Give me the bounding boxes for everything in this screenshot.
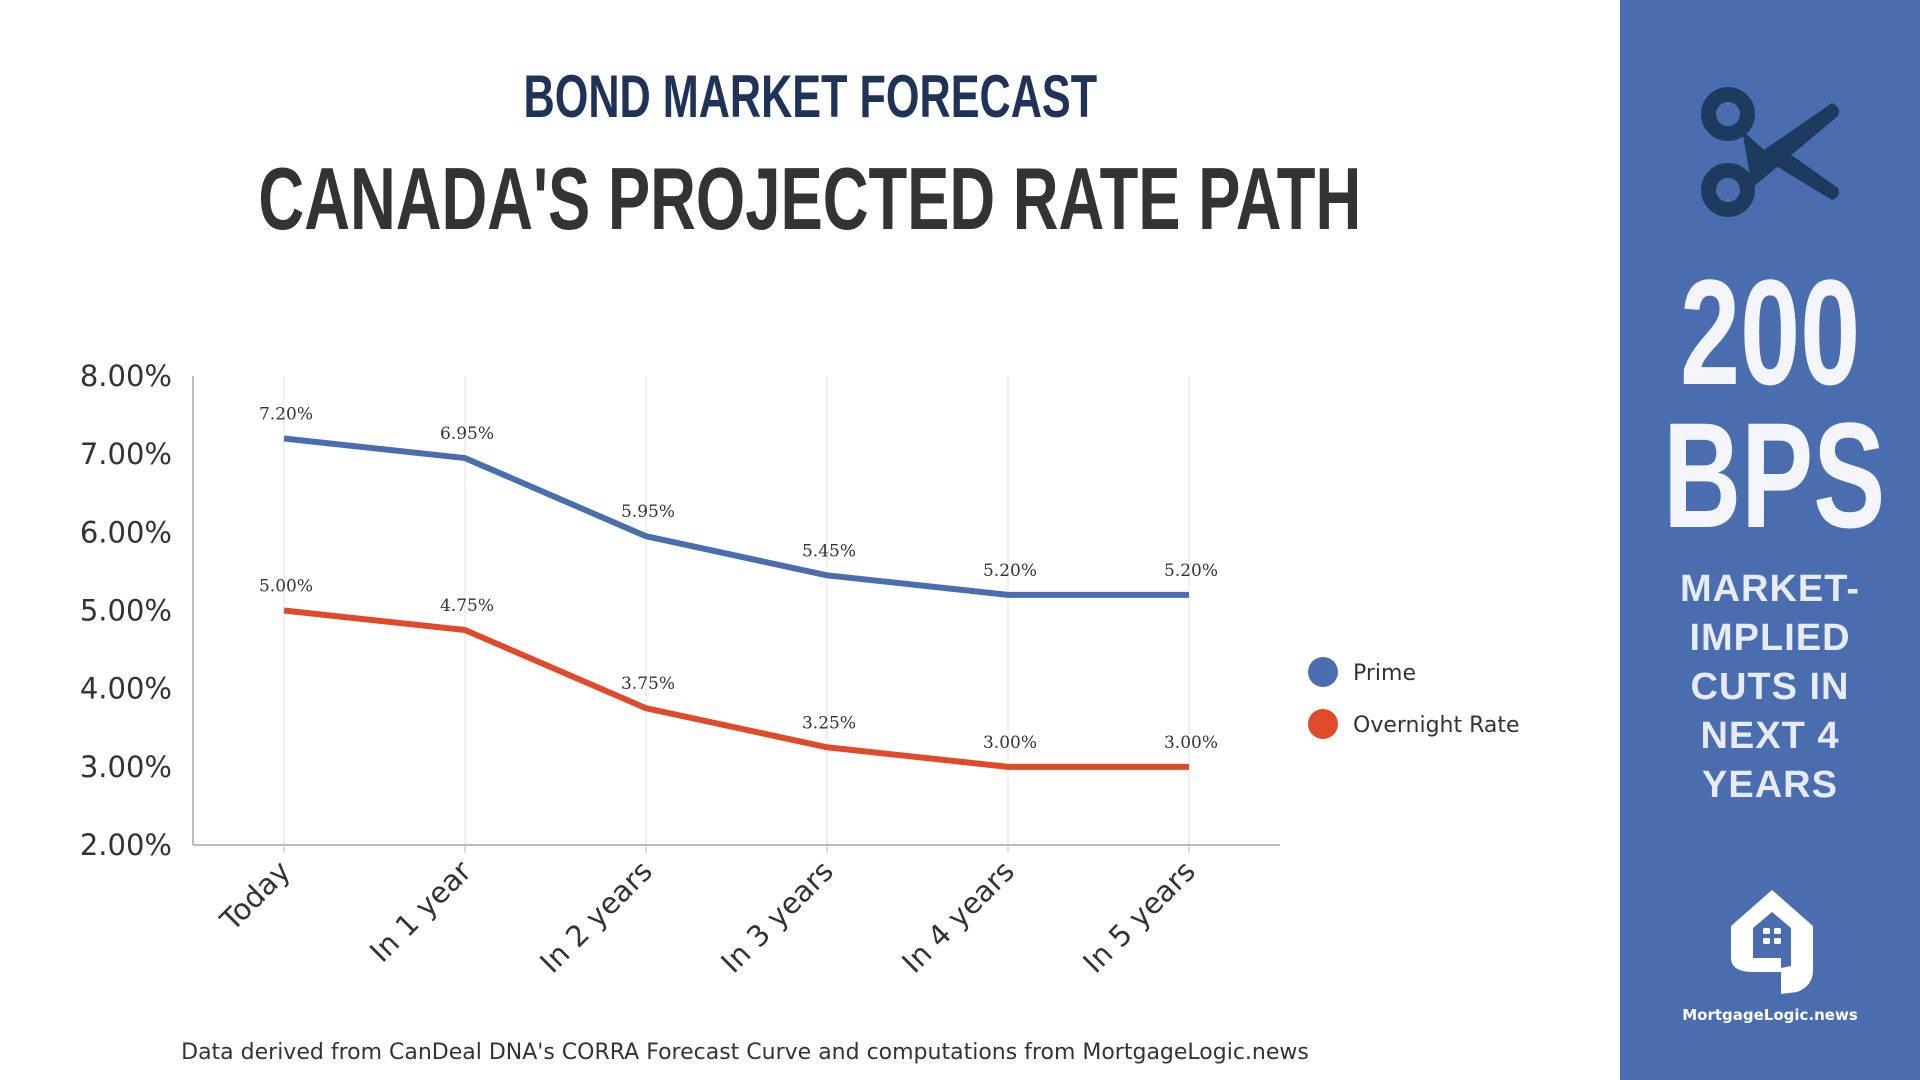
legend-label: Prime: [1353, 661, 1416, 686]
logo-text: MortgageLogic.news: [1682, 1006, 1858, 1024]
house-logo-icon: [1731, 890, 1813, 994]
big-number: 200: [1679, 248, 1861, 416]
y-tick-label: 2.00%: [80, 828, 172, 862]
scissors-icon: [1701, 87, 1840, 217]
y-tick-label: 4.00%: [80, 672, 172, 706]
data-label: 4.75%: [440, 596, 494, 616]
caption-line: YEARS: [1702, 764, 1838, 806]
legend-label: Overnight Rate: [1353, 713, 1520, 738]
series-line-overnight-rate: [283, 607, 1189, 770]
caption-line: MARKET-: [1679, 568, 1861, 610]
data-label: 5.95%: [621, 502, 675, 522]
x-tick-label: In 5 years: [1076, 854, 1202, 980]
y-tick-label: 5.00%: [80, 594, 172, 628]
data-label: 3.75%: [621, 674, 675, 694]
legend-marker: [1308, 709, 1338, 739]
caption-line: NEXT 4: [1700, 715, 1840, 757]
big-unit: BPS: [1663, 391, 1886, 559]
data-label: 3.25%: [802, 713, 856, 733]
series-line-prime: [283, 435, 1189, 598]
x-tick-label: In 1 year: [363, 854, 478, 969]
kicker-text: BOND MARKET FORECAST: [523, 63, 1097, 130]
y-tick-label: 6.00%: [80, 515, 172, 549]
y-tick-label: 7.00%: [80, 437, 172, 471]
chart-kicker: BOND MARKET FORECAST: [0, 62, 1620, 131]
data-label: 5.00%: [259, 577, 313, 597]
y-tick-label: 8.00%: [80, 359, 172, 393]
data-label: 7.20%: [259, 405, 313, 425]
source-note: Data derived from CanDeal DNA's CORRA Fo…: [181, 1040, 1309, 1065]
chart-title: CANADA'S PROJECTED RATE PATH: [0, 148, 1620, 250]
sidebar-panel: 200 BPS MARKET- IMPLIED CUTS IN NEXT 4 Y…: [1620, 0, 1920, 1080]
data-label: 5.20%: [983, 561, 1037, 581]
data-label: 3.00%: [983, 733, 1037, 753]
legend-marker: [1308, 657, 1338, 687]
y-tick-label: 3.00%: [80, 750, 172, 784]
x-tick-label: Today: [213, 854, 297, 938]
data-label: 6.95%: [440, 424, 494, 444]
x-tick-label: In 3 years: [714, 854, 840, 980]
sidebar-caption: MARKET- IMPLIED CUTS IN NEXT 4 YEARS: [1620, 565, 1920, 810]
data-label: 5.20%: [1164, 561, 1218, 581]
line-chart: Today In 1 year In 2 years In 3 years In 4 y…: [80, 359, 1520, 980]
data-label: 3.00%: [1164, 733, 1218, 753]
x-tick-label: In 4 years: [895, 854, 1021, 980]
title-text: CANADA'S PROJECTED RATE PATH: [258, 149, 1362, 248]
caption-line: CUTS IN: [1690, 666, 1850, 708]
data-label: 5.45%: [802, 541, 856, 561]
caption-line: IMPLIED: [1689, 617, 1851, 659]
x-tick-label: In 2 years: [533, 854, 659, 980]
